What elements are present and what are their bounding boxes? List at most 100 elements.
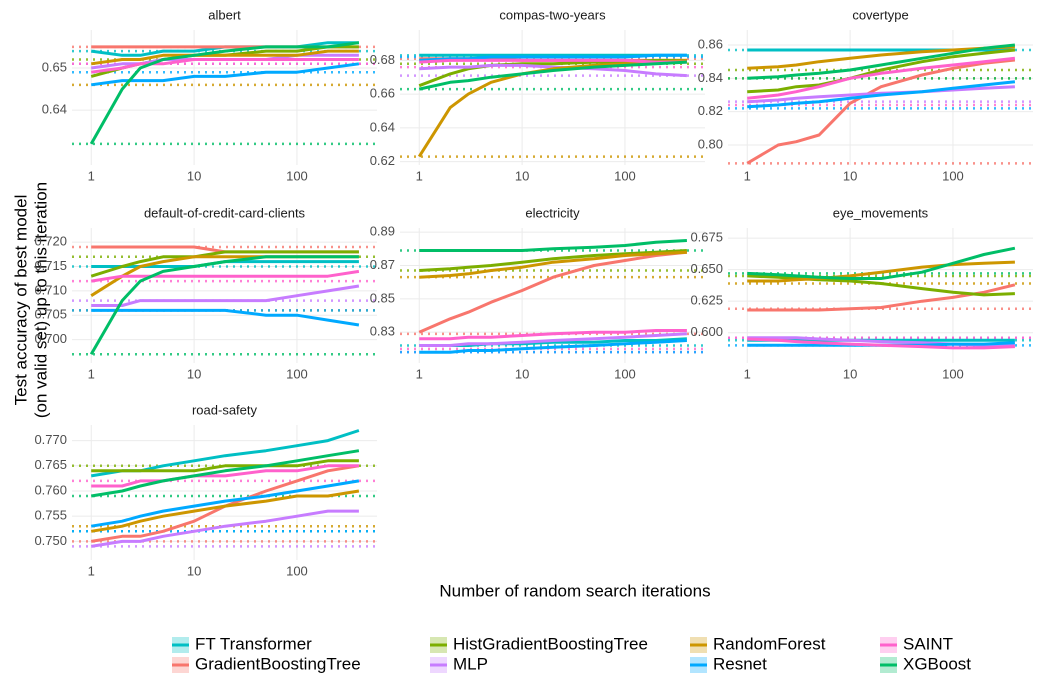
panel-title: road-safety [192,402,258,417]
y-tick-label: 0.715 [34,258,67,273]
y-tick-label: 0.720 [34,234,67,249]
x-tick-label: 100 [286,563,308,578]
y-tick-label: 0.80 [698,136,723,151]
legend-label: XGBoost [903,654,971,673]
series-line: GradientBoostingTree [90,464,360,543]
x-tick-label: 10 [843,366,857,381]
x-tick-label: 1 [416,366,423,381]
x-tick-label: 100 [942,168,964,183]
x-tick-label: 10 [515,168,529,183]
series-line: XGBoost [90,449,360,498]
series-line: XGBoost [418,60,687,91]
y-tick-label: 0.89 [370,224,395,239]
series-line: RandomForest [90,49,359,66]
y-tick-label: 0.600 [690,324,723,339]
x-tick-label: 1 [88,168,95,183]
x-tick-label: 100 [286,366,308,381]
series-line: HistGradientBoostingTree [419,249,687,272]
series-line: GradientBoostingTree [418,250,688,334]
series-line: SAINT [747,337,1015,350]
series-line: FT Transformer [90,429,360,478]
series-line: GradientBoostingTree [747,283,1016,312]
y-tick-label: 0.700 [34,331,67,346]
x-tick-label: 1 [744,168,751,183]
series-line: Resnet [419,53,687,62]
series-line: MLP [419,63,687,78]
x-tick-label: 10 [187,366,201,381]
y-tick-label: 0.755 [34,508,67,523]
series-line: XGBoost [747,43,1016,80]
x-tick-label: 100 [286,168,308,183]
series-line: SAINT [419,58,687,64]
x-axis-title: Number of random search iterations [439,581,710,600]
y-axis-title: Test accuracy of best model [11,195,30,406]
series-line: HistGradientBoostingTree [747,274,1015,297]
series-line: RandomForest [90,489,360,533]
y-tick-label: 0.83 [370,324,395,339]
y-tick-label: 0.85 [370,290,395,305]
x-tick-label: 10 [843,168,857,183]
panel-title: default-of-credit-card-clients [144,205,306,220]
panel-title: covertype [852,7,908,22]
y-tick-label: 0.760 [34,482,67,497]
y-tick-label: 0.65 [42,59,67,74]
series-line: SAINT [91,464,359,488]
y-tick-label: 0.650 [690,261,723,276]
series-line: SAINT [90,269,360,283]
series-line: HistGradientBoostingTree [747,48,1016,94]
legend-label: RandomForest [713,634,826,653]
y-tick-label: 0.86 [698,36,723,51]
series-line: MLP [747,85,1015,104]
series-line: HistGradientBoostingTree [91,459,359,473]
y-tick-label: 0.675 [690,230,723,245]
series-line: SAINT [90,58,359,74]
y-tick-label: 0.84 [698,70,723,85]
legend-label: HistGradientBoostingTree [453,634,648,653]
series-line: RandomForest [747,260,1015,283]
x-tick-label: 1 [416,168,423,183]
y-tick-label: 0.62 [370,153,395,168]
series-line: MLP [91,284,360,307]
series-line: MLP [419,332,687,347]
y-tick-label: 0.705 [34,307,67,322]
x-tick-label: 1 [744,366,751,381]
y-tick-label: 0.750 [34,533,67,548]
series-line: Resnet [90,479,360,528]
y-tick-label: 0.710 [34,282,67,297]
series-line: SAINT [747,56,1016,100]
y-tick-label: 0.765 [34,457,67,472]
y-tick-label: 0.64 [42,102,67,117]
series-line: XGBoost [89,255,359,355]
y-tick-label: 0.82 [698,103,723,118]
x-tick-label: 100 [942,366,964,381]
series-line: MLP [90,509,359,548]
series-line: HistGradientBoostingTree [90,250,359,278]
x-tick-label: 1 [88,563,95,578]
x-tick-label: 100 [614,168,636,183]
y-axis-title: (on valid set) up to this iteration [31,182,50,418]
panel-title: compas-two-years [499,7,606,22]
y-tick-label: 0.64 [370,119,395,134]
x-tick-label: 10 [187,168,201,183]
series-line: RandomForest [419,250,687,279]
legend-label: FT Transformer [195,634,312,653]
legend-label: GradientBoostingTree [195,654,361,673]
x-tick-label: 10 [187,563,201,578]
panel-title: electricity [525,205,580,220]
x-tick-label: 100 [614,366,636,381]
legend-label: MLP [453,654,488,673]
panel-title: eye_movements [833,205,929,220]
legend-label: Resnet [713,654,767,673]
panel-title: albert [208,7,241,22]
series-line: RandomForest [747,45,1015,70]
y-tick-label: 0.770 [34,432,67,447]
y-tick-label: 0.66 [370,86,395,101]
x-tick-label: 1 [88,366,95,381]
x-tick-label: 10 [515,366,529,381]
y-tick-label: 0.68 [370,52,395,67]
series-line: FT Transformer [90,41,359,57]
legend-label: SAINT [903,634,953,653]
series-line: Resnet [419,339,687,354]
series-line: XGBoost [419,239,687,252]
